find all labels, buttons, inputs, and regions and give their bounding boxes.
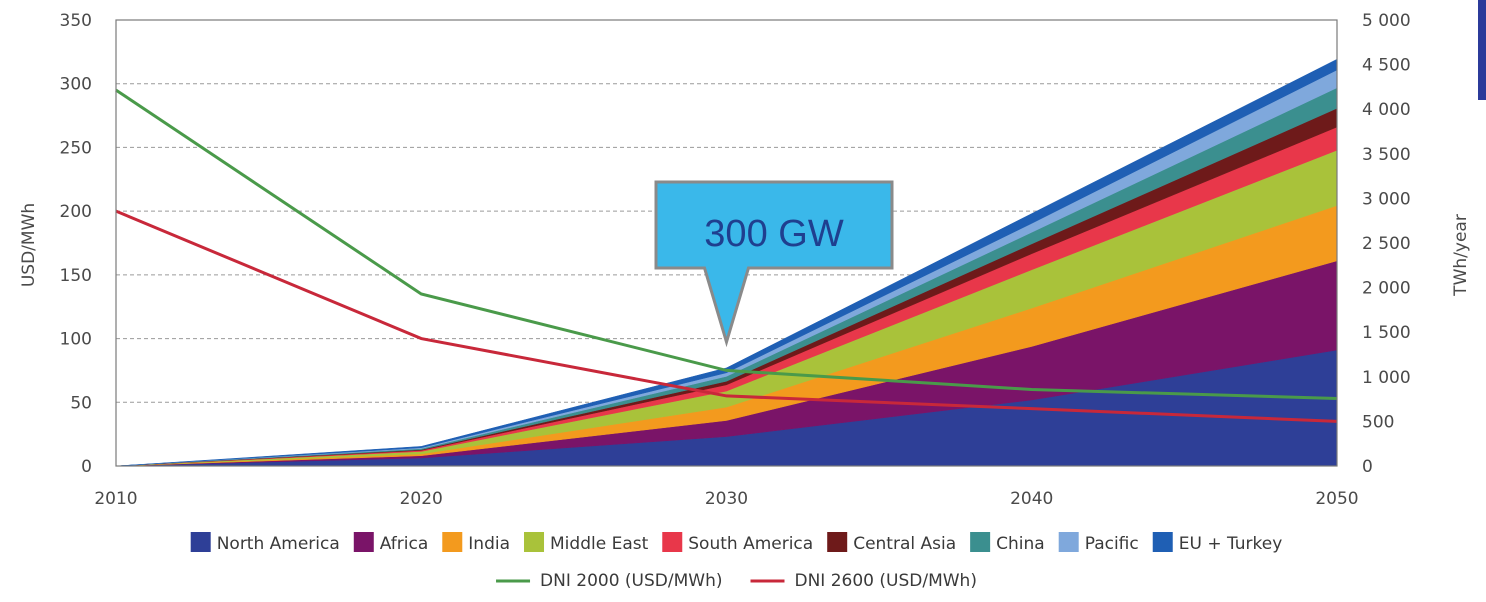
legend-label: Africa: [380, 534, 429, 554]
line-dni-2000-usd-mwh-: [115, 88, 1338, 400]
x-tick-label: 2030: [705, 489, 748, 509]
y-left-tick-label: 100: [60, 330, 92, 350]
legend-label: Central Asia: [853, 534, 956, 554]
legend: North America Africa India Middle East South…: [190, 532, 1283, 554]
legend-label: South America: [688, 534, 813, 554]
y-right-tick-label: 3 000: [1362, 189, 1411, 209]
y-axis-right-title: TWh/year: [1451, 214, 1471, 297]
legend-swatch: [1152, 532, 1173, 552]
legend-label: North America: [217, 534, 340, 554]
plot-border: [115, 19, 1338, 467]
price-lines: [115, 88, 1338, 423]
legend-label: Pacific: [1085, 534, 1139, 554]
y-right-tick-label: 2 000: [1362, 279, 1411, 299]
legend-line-label: DNI 2600 (USD/MWh): [795, 571, 977, 591]
x-tick-label: 2020: [400, 489, 443, 509]
y-left-tick-label: 150: [60, 266, 92, 286]
x-tick-label: 2010: [94, 489, 137, 509]
x-tick-label: 2050: [1315, 489, 1358, 509]
y-right-tick-label: 5 000: [1362, 11, 1411, 31]
callout-bubble: [654, 180, 894, 348]
y-left-tick-label: 0: [81, 457, 92, 477]
callout-label: 300 GW: [704, 213, 844, 255]
y-left-tick-label: 350: [60, 11, 92, 31]
y-axis-left-title: USD/MWh: [19, 203, 39, 287]
y-right-tick-label: 4 000: [1362, 100, 1411, 120]
y-right-tick-label: 1 500: [1362, 323, 1411, 343]
y-left-tick-label: 50: [70, 393, 92, 413]
legend-swatch: [827, 532, 848, 552]
slide-edge-mark: [1478, 0, 1486, 100]
y-right-tick-label: 1 000: [1362, 368, 1411, 388]
legend-swatch: [524, 532, 545, 552]
line-legend: DNI 2000 (USD/MWh) DNI 2600 (USD/MWh): [496, 571, 977, 591]
y-left-tick-label: 300: [60, 75, 92, 95]
y-right-tick-label: 3 500: [1362, 145, 1411, 165]
plot-frame: [115, 19, 1338, 467]
left-axis-ticks: 0 50 100 150 200 250 300 350: [60, 11, 92, 477]
y-right-tick-label: 0: [1362, 457, 1373, 477]
right-axis-ticks: 0 500 1 000 1 500 2 000 2 500 3 000 3 500 4 000 4…: [1362, 11, 1411, 477]
legend-label: China: [996, 534, 1045, 554]
legend-swatch: [190, 532, 211, 552]
callout: 300 GW: [654, 180, 894, 348]
line-dni-2600-usd-mwh-: [115, 209, 1338, 423]
x-tick-label: 2040: [1010, 489, 1053, 509]
legend-swatch: [442, 532, 463, 552]
x-axis-ticks: 2010 2020 2030 2040 2050: [94, 489, 1358, 509]
legend-swatch: [353, 532, 374, 552]
legend-label: India: [468, 534, 510, 554]
legend-swatch: [970, 532, 991, 552]
legend-line-label: DNI 2000 (USD/MWh): [540, 571, 722, 591]
y-left-tick-label: 200: [60, 202, 92, 222]
y-right-tick-label: 500: [1362, 412, 1394, 432]
legend-swatch: [1058, 532, 1079, 552]
legend-label: EU + Turkey: [1179, 534, 1283, 554]
y-left-tick-label: 250: [60, 138, 92, 158]
y-right-tick-label: 4 500: [1362, 56, 1411, 76]
legend-swatch: [662, 532, 683, 552]
y-right-tick-label: 2 500: [1362, 234, 1411, 254]
legend-label: Middle East: [550, 534, 649, 554]
